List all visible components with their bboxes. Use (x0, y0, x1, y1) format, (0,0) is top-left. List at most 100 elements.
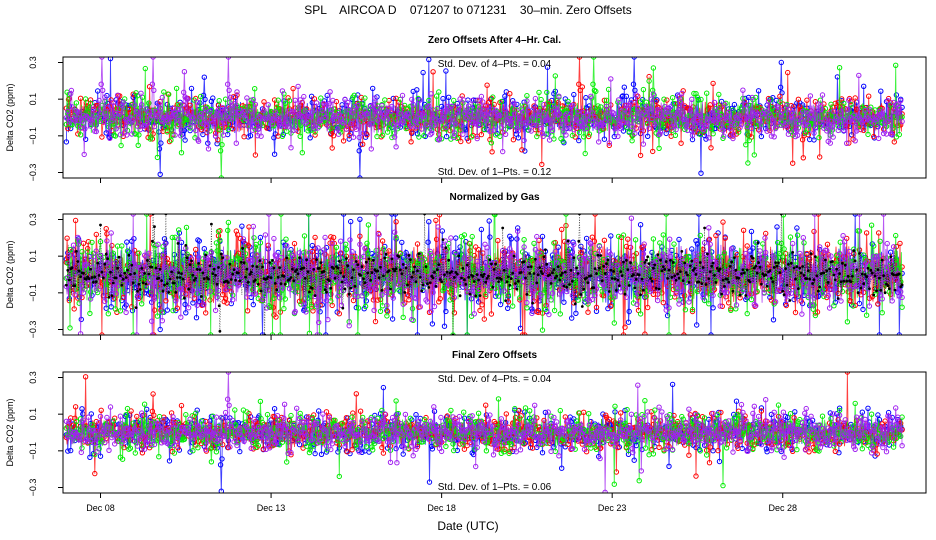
data-point (841, 100, 847, 107)
data-point (556, 93, 562, 99)
data-point (502, 248, 509, 254)
data-point (73, 100, 80, 106)
data-point (390, 95, 396, 102)
data-point (498, 124, 504, 130)
data-point (662, 104, 668, 110)
data-point (100, 118, 107, 125)
data-point (157, 326, 163, 333)
data-point (534, 133, 540, 140)
data-point (436, 136, 443, 142)
data-point (500, 148, 506, 155)
data-point (426, 219, 432, 225)
data-point (254, 121, 260, 127)
data-point (251, 117, 257, 123)
data-point (485, 108, 492, 115)
data-point (343, 126, 350, 132)
data-point (481, 111, 487, 118)
data-point (552, 73, 558, 79)
data-point (357, 216, 363, 223)
data-point (856, 72, 862, 79)
data-point (690, 118, 696, 124)
data-point (321, 100, 327, 107)
data-point (329, 145, 335, 151)
data-point (333, 117, 340, 123)
data-point (227, 94, 234, 101)
data-point (173, 85, 180, 92)
data-point (356, 134, 362, 141)
data-point (642, 109, 648, 115)
data-point (785, 131, 792, 137)
data-point (562, 112, 568, 119)
data-point (615, 99, 621, 105)
data-point (75, 109, 81, 115)
data-point (356, 148, 362, 154)
data-point (572, 134, 578, 140)
data-point (181, 89, 187, 96)
data-point (249, 127, 256, 133)
data-point (133, 108, 139, 115)
data-point (87, 123, 94, 129)
data-point (565, 98, 571, 105)
data-point (250, 96, 257, 103)
data-point (207, 109, 213, 115)
data-point (626, 129, 632, 136)
data-point (531, 122, 537, 129)
data-point (804, 97, 810, 103)
data-point (403, 113, 409, 119)
data-point (615, 97, 622, 103)
data-point (755, 117, 762, 124)
data-point (460, 100, 466, 106)
data-point (824, 128, 830, 134)
data-point (538, 125, 544, 132)
data-point (107, 135, 113, 142)
data-point (841, 127, 847, 133)
data-point (784, 102, 790, 109)
data-point (318, 117, 324, 123)
data-point (677, 99, 684, 106)
data-point (248, 108, 254, 114)
data-point (861, 83, 867, 90)
data-point (429, 321, 436, 327)
data-point (450, 114, 456, 120)
data-point (157, 171, 163, 178)
data-point (652, 121, 658, 128)
data-point (252, 101, 259, 108)
data-point (89, 117, 95, 123)
data-point (743, 101, 749, 108)
data-point (497, 301, 504, 308)
data-point (427, 131, 433, 138)
data-point (440, 115, 446, 121)
data-point (698, 96, 704, 103)
data-point (79, 118, 85, 124)
y-tick-label: 0.1 (28, 93, 38, 106)
data-point (120, 99, 127, 106)
data-point (625, 114, 631, 121)
data-point (505, 305, 511, 311)
data-point (898, 97, 904, 104)
data-point (348, 120, 354, 127)
data-point (311, 96, 318, 102)
data-point (407, 123, 414, 130)
data-point (623, 93, 630, 100)
data-point (703, 136, 709, 142)
data-point (491, 127, 497, 133)
data-point (197, 114, 203, 120)
data-point (723, 100, 729, 107)
data-point (497, 112, 503, 119)
data-point (458, 138, 464, 145)
data-point (716, 91, 722, 98)
data-point (596, 139, 602, 145)
data-point (885, 98, 891, 104)
data-point (726, 109, 732, 116)
data-point (818, 106, 824, 113)
data-point (164, 129, 171, 135)
data-point (423, 121, 429, 128)
data-point (76, 118, 82, 124)
data-point (630, 81, 637, 87)
data-point (389, 316, 396, 322)
data-point (174, 106, 181, 112)
data-point (465, 103, 472, 109)
data-point (471, 112, 477, 118)
data-point (133, 90, 139, 96)
data-point (790, 160, 796, 166)
